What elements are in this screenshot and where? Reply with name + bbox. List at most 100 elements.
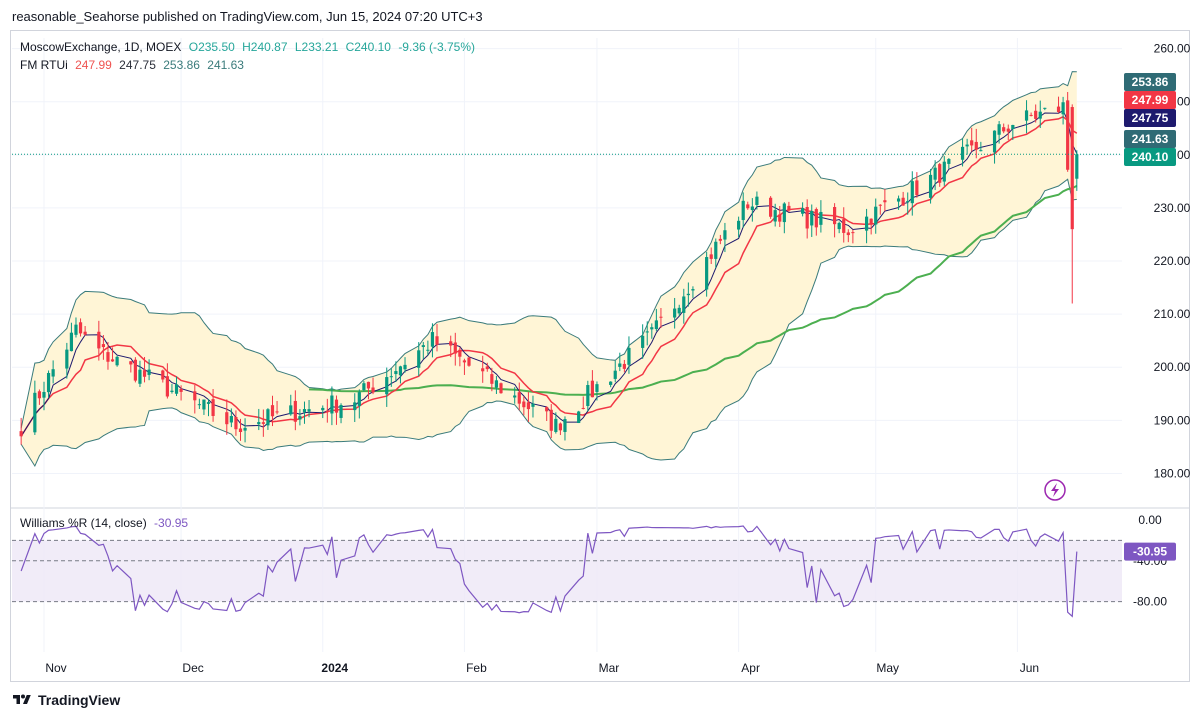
candle-body (101, 344, 105, 348)
candle-body (225, 412, 229, 425)
candle-body (275, 411, 279, 413)
candle-body (1061, 102, 1065, 115)
candle-body (106, 352, 110, 362)
candle-body (531, 403, 535, 407)
time-tick-label: 2024 (321, 661, 348, 675)
candle-body (206, 402, 211, 404)
candle-body (51, 369, 55, 377)
candle-body (485, 366, 489, 370)
candle-body (42, 391, 46, 398)
candle-body (37, 391, 42, 399)
candle-body (142, 370, 147, 377)
price-tick-label: 200.00 (1154, 360, 1191, 374)
candle-body (321, 407, 325, 411)
lightning-bolt (1051, 483, 1059, 497)
tradingview-brand[interactable]: TradingView (12, 692, 120, 708)
candle-body (755, 196, 759, 205)
candle-body (938, 164, 942, 183)
candle-body (718, 238, 722, 241)
candle-body (362, 383, 366, 391)
candle-body (595, 384, 599, 392)
candle-body (910, 181, 914, 204)
candle-body (581, 407, 585, 409)
price-label-text: 240.10 (1132, 150, 1169, 164)
candle-body (417, 350, 421, 368)
price-label-text: 253.86 (1132, 75, 1169, 89)
indicator-name: FM RTUi (20, 58, 68, 72)
candle-body (435, 336, 439, 345)
candle-body (133, 359, 137, 381)
candle-body (389, 376, 393, 378)
candle-body (641, 335, 645, 348)
candle-body (1002, 127, 1006, 132)
candle-body (330, 395, 334, 414)
time-tick-label: May (876, 661, 899, 675)
candle-body (874, 206, 878, 225)
candle-body (673, 308, 677, 318)
candle-body (801, 208, 805, 214)
candle-body (1066, 100, 1070, 170)
candle-body (193, 391, 197, 401)
price-label-box (1124, 148, 1176, 166)
candle-body (709, 254, 713, 259)
candle-body (933, 167, 937, 180)
candle-body (467, 357, 471, 366)
candle-body (622, 363, 626, 369)
indicator-value-4: 241.63 (207, 58, 244, 72)
brand-text: TradingView (38, 692, 121, 708)
candle-body (138, 369, 142, 384)
candle-body (974, 141, 978, 150)
band-fill (21, 71, 1077, 466)
time-tick-label: Apr (741, 661, 760, 675)
candle-body (481, 368, 485, 372)
price-tick-label: 190.00 (1154, 413, 1191, 427)
candle-body (289, 405, 293, 415)
price-label-text: 247.75 (1132, 111, 1169, 125)
candle-body (339, 405, 343, 418)
price-tick-label: 220.00 (1154, 254, 1191, 268)
candle-body (243, 427, 247, 431)
candle-body (563, 419, 567, 432)
candle-body (302, 409, 307, 413)
price-tick-label: 210.00 (1154, 307, 1191, 321)
candle-body (1034, 110, 1038, 119)
candle-body (357, 392, 361, 406)
candle-body (842, 219, 846, 233)
candle-body (677, 307, 681, 314)
candle-body (517, 392, 521, 404)
candle-body (846, 232, 850, 236)
candle-body (705, 257, 709, 290)
candle-body (1029, 114, 1033, 116)
wr-line (20, 525, 1078, 618)
candle-body (970, 140, 974, 146)
candle-body (714, 241, 718, 259)
time-tick-label: Nov (45, 661, 66, 675)
indicator-value-3: 253.86 (163, 58, 200, 72)
lightning-circle (1044, 479, 1066, 501)
candle-body (773, 210, 777, 222)
price-tick-label: 230.00 (1154, 201, 1191, 215)
legend-symbol: MoscowExchange, 1D, MOEX (20, 40, 182, 54)
candle-body (266, 409, 270, 426)
candle-body (782, 203, 786, 223)
tradingview-logo-icon (13, 694, 31, 704)
price-label-box (1124, 73, 1176, 91)
wr-label-box (1124, 542, 1176, 561)
candle-body (293, 400, 297, 422)
wr-title: Williams %R (14, close) (20, 516, 147, 530)
candle-body (769, 197, 773, 217)
candle-body (997, 124, 1001, 135)
candle-body (174, 384, 179, 394)
candle-body (170, 390, 174, 392)
candle-body (46, 372, 51, 393)
candle-body (645, 331, 649, 333)
candle-body (686, 293, 690, 296)
candle-body (833, 207, 837, 225)
candle-body (197, 404, 201, 406)
candle-body (869, 218, 873, 225)
legend-low: L233.21 (294, 40, 339, 54)
candle-body (325, 410, 329, 412)
candle-body (366, 381, 371, 389)
price-label-box (1124, 130, 1176, 148)
